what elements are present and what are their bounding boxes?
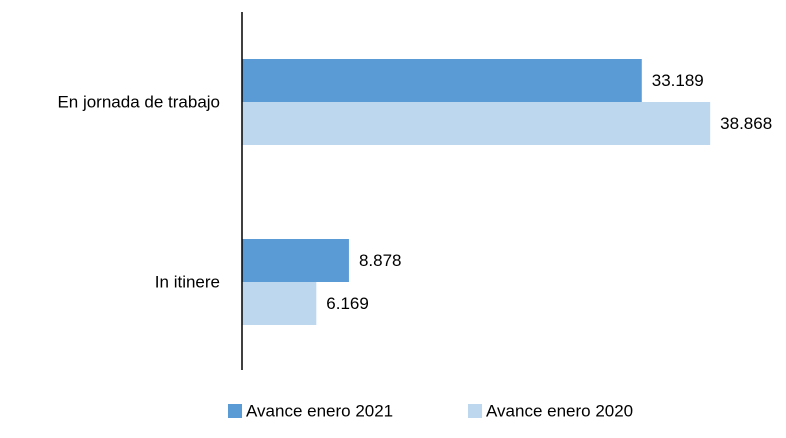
legend-label-avance-enero-2021: Avance enero 2021 [246, 402, 393, 421]
bar-en-jornada-de-trabajo-avance-enero-2021 [242, 59, 642, 102]
data-label-en-jornada-de-trabajo-avance-enero-2020: 38.868 [720, 114, 772, 133]
data-label-en-jornada-de-trabajo-avance-enero-2021: 33.189 [652, 71, 704, 90]
data-label-in-itinere-avance-enero-2020: 6.169 [326, 294, 369, 313]
category-label-en-jornada-de-trabajo: En jornada de trabajo [57, 93, 220, 112]
bar-in-itinere-avance-enero-2021 [242, 239, 349, 282]
legend-label-avance-enero-2020: Avance enero 2020 [486, 402, 633, 421]
legend: Avance enero 2021 Avance enero 2020 [228, 402, 633, 421]
bars-layer [242, 59, 711, 325]
legend-swatch-avance-enero-2020 [468, 404, 482, 418]
category-label-in-itinere: In itinere [155, 273, 220, 292]
data-label-in-itinere-avance-enero-2021: 8.878 [359, 251, 402, 270]
category-labels-layer: En jornada de trabajo In itinere [57, 93, 220, 292]
bar-en-jornada-de-trabajo-avance-enero-2020 [242, 102, 711, 145]
value-labels-layer: 33.189 38.868 8.878 6.169 [326, 71, 772, 313]
bar-in-itinere-avance-enero-2020 [242, 282, 317, 325]
legend-swatch-avance-enero-2021 [228, 404, 242, 418]
